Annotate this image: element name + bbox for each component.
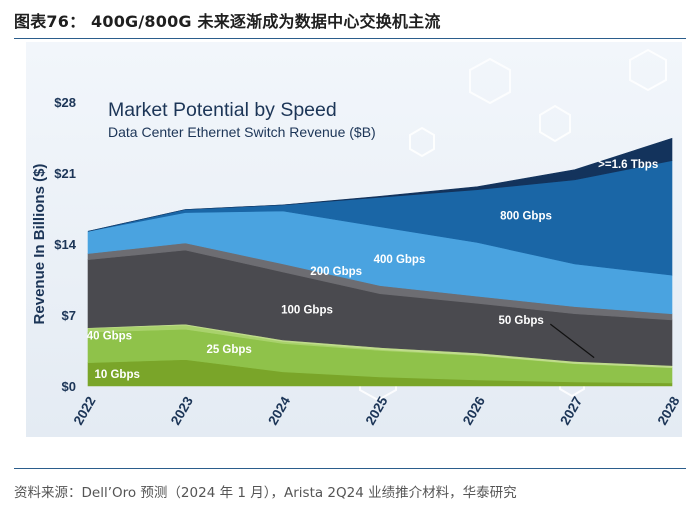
y-tick-label: $21 <box>54 166 76 181</box>
chart-subtitle: Data Center Ethernet Switch Revenue ($B) <box>108 124 376 140</box>
chart-title: Market Potential by Speed <box>108 99 337 121</box>
y-tick-label: $14 <box>54 237 76 252</box>
title-rule <box>14 38 686 39</box>
series-label: 50 Gbps <box>498 315 543 327</box>
y-axis-label: Revenue In Billions ($) <box>31 164 48 325</box>
figure-title: 图表76： 400G/800G 未来逐渐成为数据中心交换机主流 <box>14 12 441 31</box>
series-label: 40 Gbps <box>87 330 132 342</box>
y-tick-label: $0 <box>62 379 76 394</box>
plot-area <box>87 137 673 387</box>
series-label: 200 Gbps <box>310 266 362 278</box>
series-label: 800 Gbps <box>500 211 552 223</box>
series-label: >=1.6 Tbps <box>598 159 658 171</box>
y-tick-label: $7 <box>62 308 76 323</box>
footer-rule <box>14 468 686 469</box>
series-label: 400 Gbps <box>374 254 426 266</box>
series-labels: 10 Gbps 25 Gbps 40 Gbps 50 Gbps 100 Gbps 200 … <box>87 159 659 381</box>
series-label: 10 Gbps <box>95 369 140 381</box>
series-label: 25 Gbps <box>206 344 251 356</box>
decorative-hexagons <box>239 48 667 402</box>
label-leader-line <box>549 323 595 359</box>
source-note: 资料来源：Dell’Oro 预测（2024 年 1 月），Arista 2Q24… <box>14 485 517 501</box>
series-label: 100 Gbps <box>281 305 333 317</box>
y-tick-label: $28 <box>54 95 76 110</box>
area-1-6-tbps <box>87 137 673 232</box>
